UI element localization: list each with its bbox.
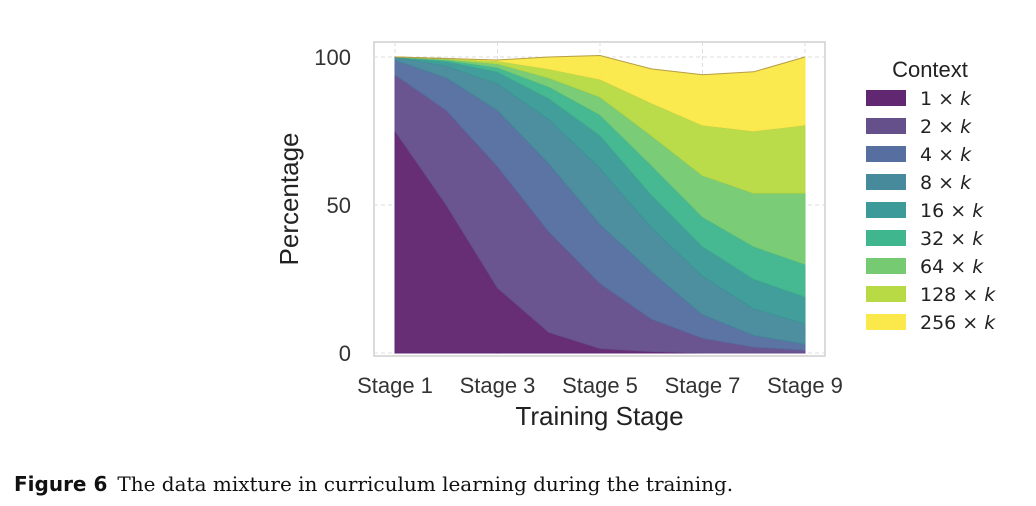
y-tick-label: 100 [314,45,351,70]
x-tick-label: Stage 1 [357,373,433,398]
legend-label-256: 256 × k [920,312,996,334]
legend-label-32: 32 × k [920,228,984,250]
area-series-256 [394,55,806,132]
legend-swatch-16 [866,202,906,218]
x-tick-label: Stage 3 [460,373,536,398]
x-axis-ticks: Stage 1 Stage 3 Stage 5 Stage 7 Stage 9 [357,373,843,398]
legend-swatch-2 [866,118,906,134]
figure-caption: Figure 6 The data mixture in curriculum l… [14,472,1024,496]
y-axis-ticks: 0 50 100 [314,45,351,366]
legend-label-8: 8 × k [920,172,972,194]
legend-label-128: 128 × k [920,284,996,306]
x-axis-title: Training Stage [515,401,683,431]
y-tick-label: 50 [327,193,351,218]
y-axis-title: Percentage [274,133,304,266]
legend-swatch-32 [866,230,906,246]
area-boundary-256 [394,55,806,76]
legend-label-1: 1 × k [920,88,972,110]
legend-swatch-8 [866,174,906,190]
area-series [394,55,806,354]
legend: Context 1 × k 2 × k 4 × k 8 × k 16 × k 32 × k… [866,57,996,334]
legend-swatch-256 [866,314,906,330]
legend-swatch-4 [866,146,906,162]
legend-swatch-128 [866,286,906,302]
legend-swatch-1 [866,90,906,106]
legend-label-16: 16 × k [920,200,984,222]
legend-label-2: 2 × k [920,116,972,138]
x-tick-label: Stage 9 [767,373,843,398]
caption-label: Figure 6 [14,472,108,496]
x-tick-label: Stage 7 [665,373,741,398]
legend-label-4: 4 × k [920,144,972,166]
y-tick-label: 0 [339,341,351,366]
caption-text: The data mixture in curriculum learning … [117,472,734,496]
legend-title: Context [892,57,968,82]
x-tick-label: Stage 5 [562,373,638,398]
legend-swatch-64 [866,258,906,274]
legend-label-64: 64 × k [920,256,984,278]
